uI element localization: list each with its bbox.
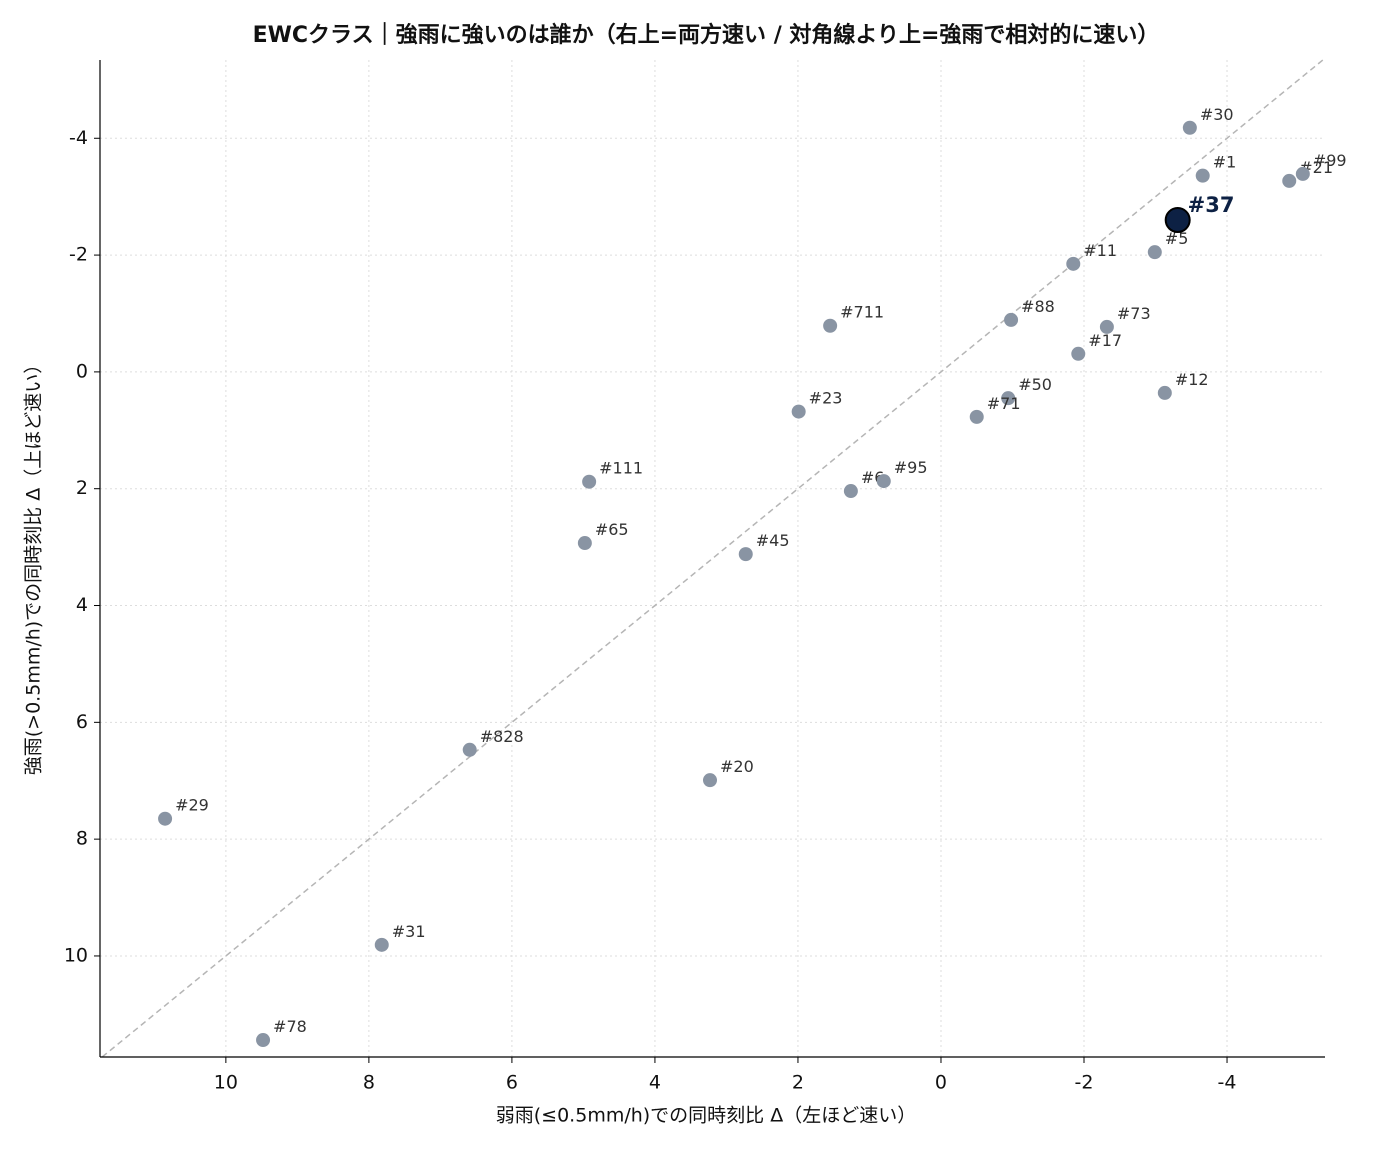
point-label: #12 [1175, 370, 1209, 389]
y-tick-label: 6 [76, 711, 88, 733]
point [823, 318, 838, 333]
diagonal-line [101, 59, 1324, 1058]
x-tick-label: 8 [363, 1072, 375, 1094]
point [1099, 319, 1114, 334]
point [1282, 173, 1297, 188]
point [1147, 245, 1162, 260]
point [582, 474, 597, 489]
point-label: #828 [480, 727, 524, 746]
highlight-label: #37 [1188, 193, 1235, 217]
point [1001, 391, 1016, 406]
point-label: #95 [894, 458, 928, 477]
point-label: #71 [987, 394, 1021, 413]
point [1071, 346, 1086, 361]
x-tick-label: 6 [506, 1072, 518, 1094]
point-label: #17 [1088, 331, 1122, 350]
point-label: #50 [1018, 375, 1052, 394]
x-axis-label: 弱雨(≤0.5mm/h)での同時刻比 Δ（左ほど速い） [496, 1105, 916, 1127]
point-label: #73 [1117, 304, 1151, 323]
point [1295, 166, 1310, 181]
point [462, 742, 477, 757]
highlight-point [1164, 207, 1191, 234]
chart-title: EWCクラス｜強雨に強いのは誰か（右上=両方速い / 対角線より上=強雨で相対的… [253, 22, 1160, 48]
point-label: #99 [1313, 151, 1347, 170]
point [1195, 168, 1210, 183]
point [843, 484, 858, 499]
y-tick-label: 2 [76, 477, 88, 499]
x-tick-label: -4 [1218, 1072, 1237, 1094]
point-label: #5 [1165, 229, 1189, 248]
y-tick-label: 4 [76, 594, 88, 616]
point [876, 474, 891, 489]
point-label: #45 [756, 531, 790, 550]
point [374, 937, 389, 952]
y-tick-label: 8 [76, 828, 88, 850]
point [1182, 120, 1197, 135]
y-tick-label: -2 [69, 244, 88, 266]
point-label: #78 [273, 1017, 307, 1036]
point-label: #111 [599, 459, 643, 478]
point [791, 404, 806, 419]
x-tick-label: 4 [649, 1072, 661, 1094]
y-axis-label: 強雨(>0.5mm/h)での同時刻比 Δ（上ほど速い） [23, 355, 45, 775]
point-label: #29 [175, 796, 209, 815]
point [1066, 256, 1081, 271]
y-tick-label: -4 [69, 127, 88, 149]
point-label: #11 [1083, 241, 1117, 260]
point-label: #30 [1200, 105, 1234, 124]
point [158, 811, 173, 826]
point [969, 409, 984, 424]
point-label: #23 [809, 389, 843, 408]
point [256, 1033, 271, 1048]
point-label: #711 [840, 303, 884, 322]
y-tick-label: 0 [76, 360, 88, 382]
point-label: #20 [720, 757, 754, 776]
point-label: #88 [1021, 297, 1055, 316]
point [1004, 312, 1019, 327]
point [1157, 385, 1172, 400]
point [577, 536, 592, 551]
x-tick-label: 2 [792, 1072, 804, 1094]
point [738, 547, 753, 562]
y-tick-label: 10 [64, 944, 88, 966]
x-tick-label: -2 [1075, 1072, 1094, 1094]
point-label: #65 [595, 520, 629, 539]
point-label: #1 [1213, 153, 1237, 172]
x-tick-label: 10 [214, 1072, 238, 1094]
point [702, 773, 717, 788]
point-label: #31 [392, 922, 426, 941]
x-tick-label: 0 [935, 1072, 947, 1094]
